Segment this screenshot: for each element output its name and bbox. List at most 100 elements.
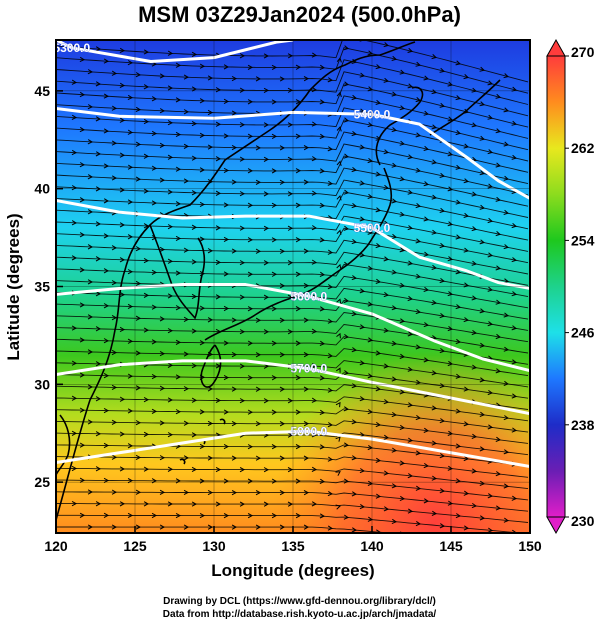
streamline-arrowhead [415,132,422,138]
streamline-arrowhead [191,432,198,438]
streamline-arrowhead [487,527,494,533]
streamline-arrowhead [495,265,502,271]
streamline [56,227,529,264]
streamline-arrowhead [319,64,326,70]
streamline-arrowhead [319,478,326,484]
streamline-arrowhead [487,80,494,86]
streamline-arrowhead [391,233,398,240]
streamline-arrowhead [327,146,334,152]
streamline-arrowhead [351,311,358,317]
streamline-arrowhead [135,350,142,356]
streamline-arrowhead [399,460,406,466]
streamline-arrowhead [263,87,270,94]
streamline-arrowhead [407,473,414,479]
streamline-arrowhead [391,127,398,133]
streamline-arrowhead [87,209,94,215]
streamline-arrowhead [343,225,350,231]
streamline-arrowhead [239,467,246,473]
streamline-arrowhead [191,328,198,334]
streamline-arrowhead [343,442,350,448]
streamline-arrowhead [223,64,230,70]
streamline-arrowhead [95,256,102,262]
contour-label: 5300.0 [53,41,90,55]
streamline-arrowhead [239,191,246,197]
streamline-arrowhead [319,133,326,139]
streamline-arrowhead [471,260,478,266]
streamline-arrowhead [175,97,182,103]
streamline-arrowhead [311,225,318,231]
streamline-arrowhead [111,384,118,391]
streamline-arrowhead [143,501,150,507]
streamline-arrowhead [103,58,110,64]
streamline-arrowhead [295,202,302,208]
streamline-arrowhead [391,91,398,97]
streamline-arrowhead [271,168,278,174]
streamline-arrowhead [223,271,230,277]
streamline-arrowhead [151,165,158,171]
streamline-arrowhead [167,293,174,299]
streamline-arrowhead [255,386,262,392]
streamline-arrowhead [303,283,310,289]
streamline-arrowhead [191,155,198,161]
streamline-arrowhead [295,306,302,312]
colorbar-tick-label: 246 [571,325,595,341]
streamline-arrowhead [439,453,446,459]
streamline-arrowhead [239,329,246,335]
streamline-arrowhead [303,76,310,82]
streamline-arrowhead [359,360,366,366]
streamline-arrowhead [127,164,134,170]
streamline-arrowhead [167,432,174,438]
streamline-arrowhead [231,455,238,461]
streamline-arrowhead [207,420,214,427]
streamline-arrowhead [71,325,78,331]
streamline [56,479,529,501]
streamline-arrowhead [431,475,438,481]
streamline-arrowhead [287,225,294,231]
streamline-arrowhead [455,269,462,275]
streamline-arrowhead [303,455,310,461]
streamline-arrowhead [295,409,302,415]
streamline-arrowhead [287,122,294,128]
streamline-arrowhead [207,144,214,150]
streamline-arrowhead [119,47,126,54]
streamline-arrowhead [375,64,382,70]
streamline-arrowhead [511,495,518,501]
streamline-arrowhead [319,375,326,381]
streamline-arrowhead [295,64,302,70]
streamline-arrowhead [175,62,182,68]
streamline-arrowhead [223,236,230,243]
streamline-arrowhead [327,180,334,186]
streamline-arrowhead [103,372,110,379]
streamline-arrowhead [167,50,174,56]
streamline-arrowhead [159,420,166,426]
streamline-arrowhead [135,280,142,287]
x-tick-label: 145 [439,538,463,554]
streamline-arrowhead [103,268,110,274]
streamline-arrowhead [87,524,94,530]
streamline-arrowhead [503,175,510,181]
streamline-arrowhead [463,178,470,184]
streamline-arrowhead [495,231,502,237]
streamline-arrowhead [487,321,494,327]
streamline-arrowhead [351,203,358,209]
streamline-arrowhead [183,109,190,115]
streamline-arrowhead [119,326,126,333]
streamline-arrowhead [503,346,510,352]
streamline-arrowhead [255,179,262,185]
streamline-arrowhead [231,179,238,185]
streamline-arrowhead [215,466,222,473]
streamline-arrowhead [215,190,222,196]
streamline-arrowhead [311,397,318,403]
streamline-arrowhead [87,139,94,145]
streamline-arrowhead [199,98,206,104]
streamline-arrowhead [495,505,502,511]
streamline-arrowhead [511,291,518,297]
streamline-arrowhead [95,396,102,402]
streamline-arrowhead [151,304,158,310]
streamline-arrowhead [311,190,318,196]
streamline-arrowhead [351,455,358,461]
streamline-arrowhead [431,54,438,60]
streamline-arrowhead [503,244,510,250]
streamline-arrowhead [415,61,422,67]
streamline-arrowhead [319,168,326,174]
